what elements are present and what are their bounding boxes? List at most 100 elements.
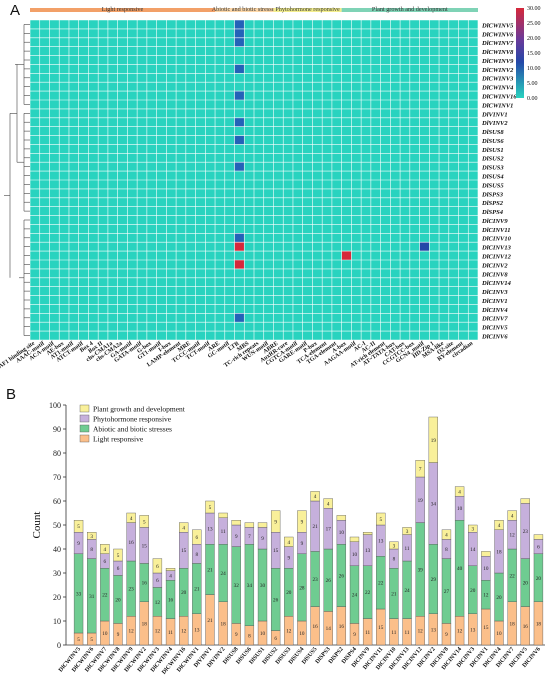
- data-label: 20: [181, 590, 187, 596]
- data-label: 19: [431, 438, 437, 444]
- bar-segment: [192, 529, 202, 545]
- colorbar: [516, 8, 524, 98]
- data-label: 18: [142, 621, 148, 627]
- data-label: 4: [458, 489, 461, 495]
- data-label: 27: [444, 589, 450, 595]
- data-label: 34: [431, 501, 437, 507]
- category-label: Light responsive: [102, 6, 144, 13]
- data-label: 6: [274, 636, 277, 642]
- data-label: 16: [168, 597, 174, 603]
- data-label: 8: [248, 633, 251, 639]
- row-label: DlSPS2: [481, 200, 504, 207]
- data-label: 15: [142, 543, 148, 549]
- data-label: 10: [260, 631, 266, 637]
- data-label: 9: [274, 519, 277, 525]
- data-label: 18: [221, 621, 227, 627]
- data-label: 8: [90, 547, 93, 553]
- category-bar-0: [30, 8, 216, 12]
- bar-segment: [179, 522, 189, 533]
- data-label: 6: [196, 535, 199, 541]
- data-label: 5: [77, 637, 80, 643]
- bar-segment: [441, 529, 452, 540]
- bar-segment: [362, 532, 373, 535]
- y-tick-label: 30: [53, 569, 61, 578]
- data-label: 19: [418, 498, 424, 504]
- data-label: 3: [471, 527, 474, 533]
- colorbar-tick-label: 30.00: [527, 6, 541, 12]
- row-label: DlCWINV16: [481, 94, 517, 101]
- data-label: 21: [194, 587, 200, 593]
- data-label: 3: [90, 534, 93, 540]
- row-label: DlSPS4: [481, 209, 504, 216]
- data-label: 26: [273, 597, 279, 603]
- data-label: 16: [129, 540, 135, 546]
- data-label: 13: [194, 627, 200, 633]
- data-label: 28: [299, 585, 305, 591]
- data-label: 5: [143, 519, 146, 525]
- data-label: 24: [404, 588, 410, 594]
- data-label: 8: [445, 547, 448, 553]
- bar-segment: [428, 416, 438, 463]
- data-label: 14: [326, 626, 332, 632]
- data-label: 22: [510, 573, 516, 579]
- bar-segment: [481, 551, 491, 557]
- category-label: Phytohormone responsive: [275, 6, 340, 13]
- row-label: DlCINV8: [481, 271, 508, 278]
- y-tick-label: 100: [49, 401, 61, 410]
- data-label: 18: [496, 549, 502, 555]
- data-label: 4: [445, 533, 448, 539]
- data-label: 21: [391, 591, 397, 597]
- bar-segment: [257, 522, 268, 528]
- bar-segment: [507, 510, 517, 521]
- y-tick-label: 70: [53, 473, 61, 482]
- data-label: 4: [169, 573, 172, 579]
- heatmap-cell: [234, 117, 245, 127]
- bar-segment: [533, 534, 544, 540]
- data-label: 24: [221, 571, 227, 577]
- data-label: 10: [457, 506, 463, 512]
- data-label: 10: [496, 631, 502, 637]
- y-tick-label: 0: [57, 641, 61, 650]
- data-label: 5: [77, 524, 80, 530]
- data-label: 10: [339, 530, 345, 536]
- category-label: Abiotic and biotic stresses: [212, 6, 278, 13]
- data-label: 11: [365, 630, 370, 636]
- row-label: DlVINV2: [481, 120, 508, 127]
- data-label: 8: [393, 557, 396, 563]
- data-label: 9: [301, 519, 304, 525]
- row-label: DlSUS5: [481, 182, 504, 189]
- data-label: 26: [339, 573, 345, 579]
- bar-segment: [402, 527, 412, 535]
- row-label: DlCINV9: [481, 218, 508, 225]
- data-label: 8: [196, 552, 199, 558]
- data-label: 23: [129, 587, 135, 593]
- legend-swatch: [79, 434, 90, 443]
- data-label: 34: [247, 583, 253, 589]
- row-label: DlCWINV5: [481, 22, 514, 29]
- heatmap-cell: [234, 64, 245, 74]
- data-label: 10: [352, 552, 358, 558]
- data-label: 20: [115, 597, 121, 603]
- data-label: 10: [299, 631, 305, 637]
- data-label: 12: [181, 629, 187, 635]
- data-label: 4: [287, 540, 290, 546]
- row-label: DlSUS4: [481, 174, 504, 181]
- data-label: 39: [418, 567, 424, 573]
- colorbar-tick-label: 25.00: [527, 21, 541, 27]
- row-label: DlCINV1: [481, 298, 508, 305]
- data-label: 10: [102, 631, 108, 637]
- bar-segment: [494, 520, 504, 531]
- bar-segment: [205, 500, 215, 514]
- data-label: 18: [536, 621, 542, 627]
- bar-segment: [376, 512, 386, 526]
- row-label: DlSUS1: [481, 147, 504, 154]
- data-label: 13: [470, 627, 476, 633]
- row-label: DlSPS3: [481, 191, 504, 198]
- heatmap-cell: [419, 242, 430, 252]
- row-label: DlCINV5: [481, 325, 508, 332]
- data-label: 12: [457, 629, 463, 635]
- data-label: 6: [104, 559, 107, 565]
- row-label: DlCWINV3: [481, 76, 514, 83]
- bar-segment: [284, 536, 294, 547]
